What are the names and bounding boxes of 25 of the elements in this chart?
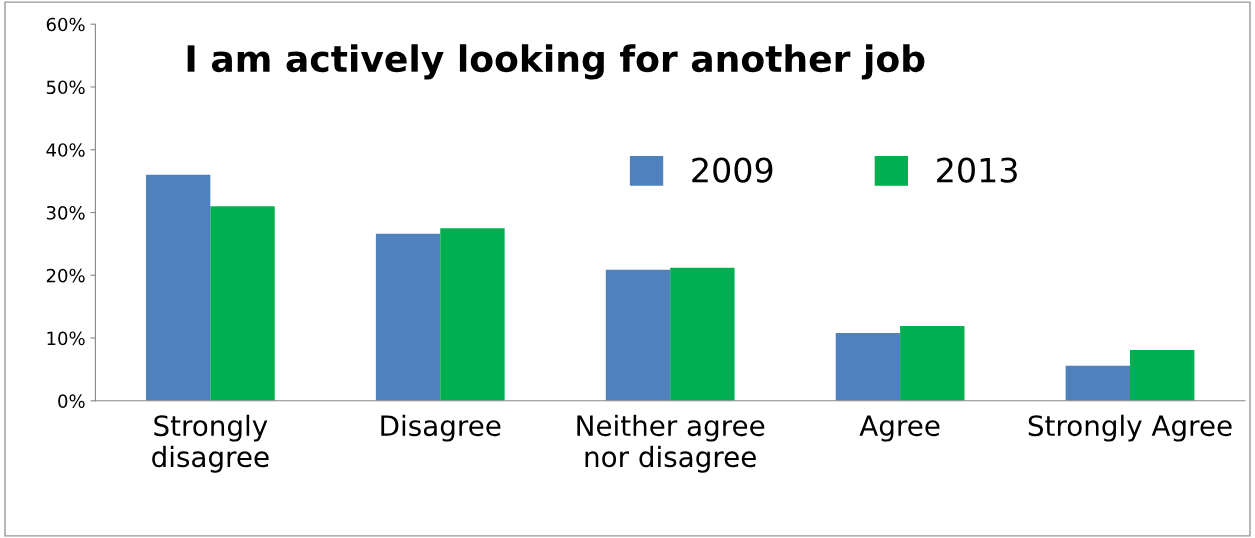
bar [900,326,965,401]
bar [670,267,735,401]
bar [440,228,505,401]
bar [145,174,211,401]
y-tick-label: 10% [47,331,85,346]
y-tick-label: 50% [46,80,85,95]
bar [605,269,671,401]
bar [835,333,901,401]
legend-label: 2013 [937,157,1017,183]
bar [375,233,441,401]
x-tick-label: Strongly disagree [152,414,269,473]
y-tick-label: 30% [46,205,85,220]
y-tick-label: 40% [46,143,85,157]
y-tick-label: 20% [46,268,85,283]
x-tick-label: Strongly Agree [1028,414,1232,442]
bar [1065,365,1130,401]
text: I am actively looking for another job [187,44,925,80]
y-tick-label: 0% [58,394,85,408]
x-tick-label: Disagree [381,414,501,442]
x-tick-label: Agree [859,415,940,442]
x-tick-label: Neither agree nor disagree [577,414,765,473]
legend-label: 2009 [692,157,773,183]
bar [1130,349,1195,401]
bar [210,206,275,401]
y-tick-label: 60% [46,17,85,32]
